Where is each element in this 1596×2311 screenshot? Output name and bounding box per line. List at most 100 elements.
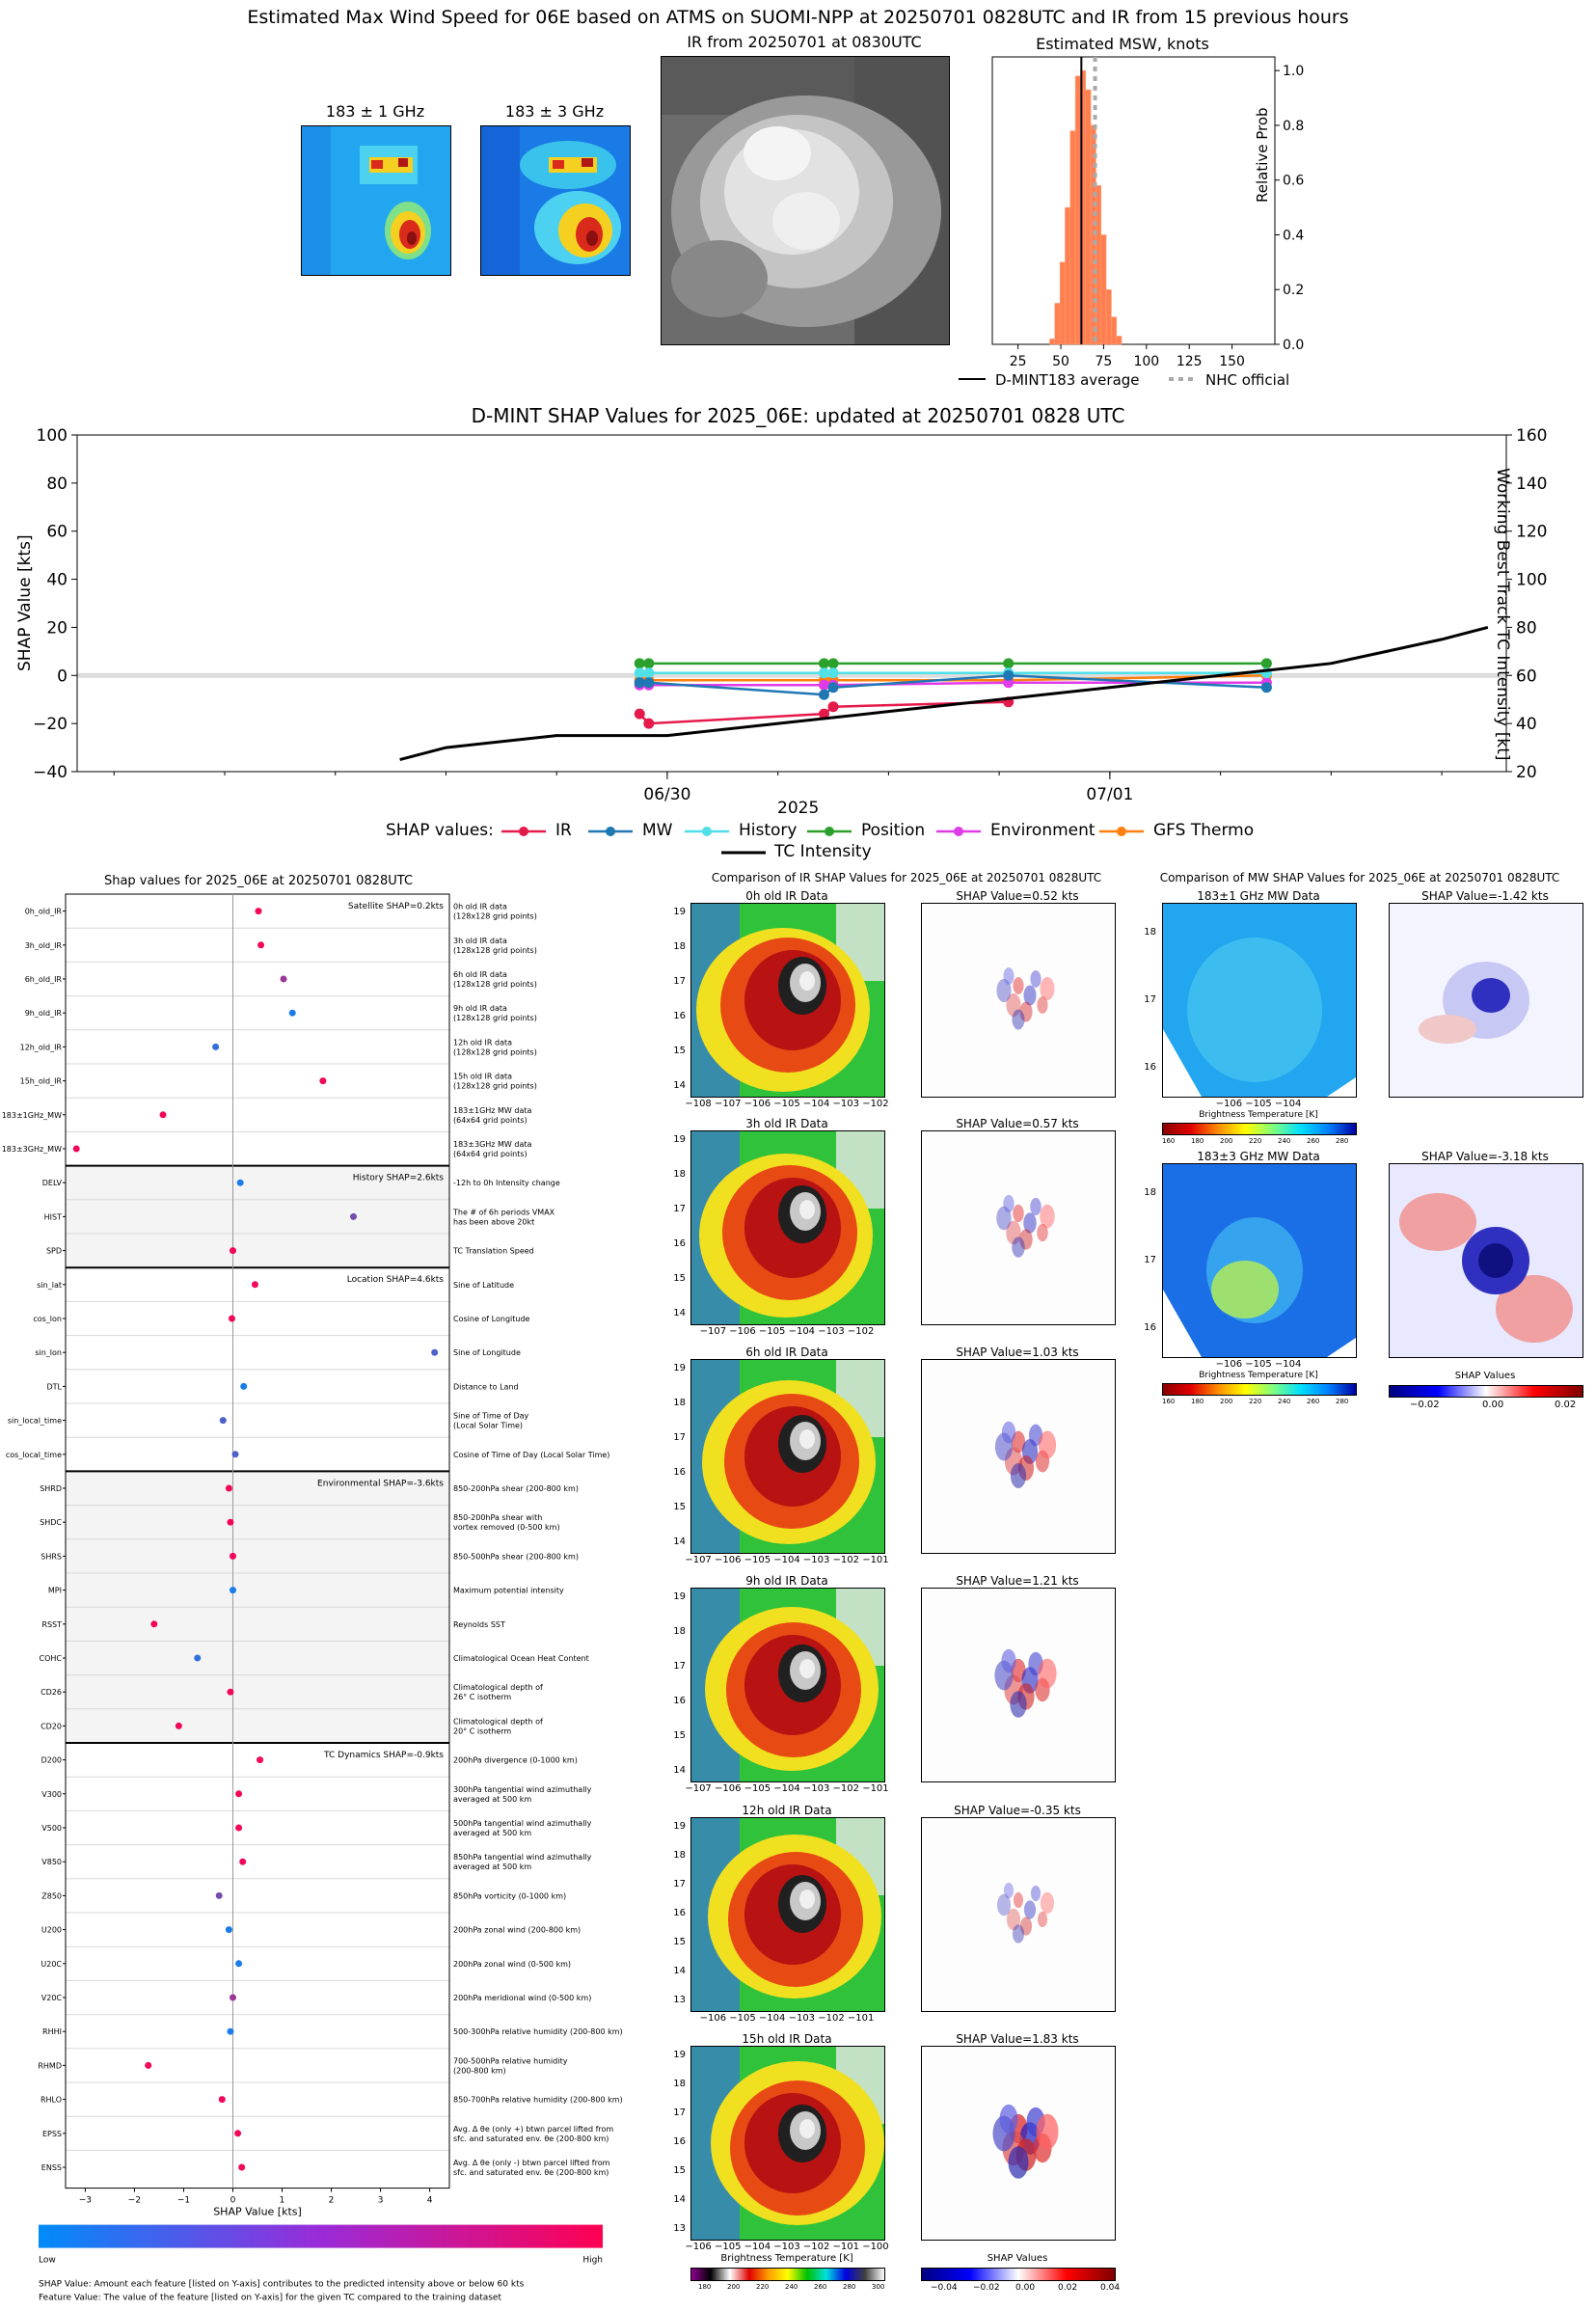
feature-description: Cosine of Longitude	[453, 1315, 530, 1323]
ir-row-label: 0h old IR Data	[745, 889, 828, 903]
feature-description: sfc. and saturated env. θe (200-800 km)	[453, 2134, 609, 2143]
shap-dot-SPD	[229, 1247, 236, 1255]
ir-row-image	[690, 1817, 885, 2012]
group-label: Environmental SHAP=-3.6kts	[317, 1479, 444, 1488]
feature-xtick-label: 3	[378, 2196, 384, 2206]
ts-ytick-left-label: 40	[46, 571, 68, 590]
ir-row-ytick: 16	[673, 1696, 686, 1706]
hist-ytick-label: 0.2	[1283, 283, 1304, 298]
mw-bt-colorbar	[1162, 1123, 1357, 1135]
mw-bt-colorbar	[1162, 1383, 1357, 1396]
shap-dot-EPSS	[234, 2130, 242, 2137]
ts-ytick-right-label: 20	[1516, 763, 1537, 782]
feature-description: 700-500hPa relative humidity	[453, 2056, 568, 2065]
legend-title: SHAP values:	[386, 821, 494, 840]
ts-point-mw	[1260, 682, 1272, 693]
feature-name: SHDC	[40, 1518, 62, 1527]
shap-dot-Z850	[215, 1891, 223, 1899]
feature-name: CD26	[41, 1688, 62, 1697]
ir-row-ytick: 17	[673, 976, 686, 987]
ir-row-shap-label: SHAP Value=0.57 kts	[956, 1117, 1079, 1130]
hist-title: Estimated MSW, knots	[1036, 35, 1209, 53]
mw-bt-cbar-tick: 240	[1278, 1398, 1291, 1405]
ir-row-xticks: −108 −107 −106 −105 −104 −103 −102	[685, 1099, 889, 1109]
legend-marker-position	[825, 827, 834, 836]
mw-bt-cbar-tick: 280	[1336, 1398, 1349, 1405]
ir-title: IR from 20250701 at 0830UTC	[687, 33, 922, 51]
mw-bt-cbar-label: Brightness Temperature [K]	[1199, 1110, 1318, 1120]
ts-point-mw	[643, 677, 655, 689]
hist-xtick-label: 25	[1010, 354, 1027, 369]
feature-description: Sine of Latitude	[453, 1281, 514, 1290]
shap-dot-COHC	[194, 1654, 202, 1662]
feature-description: (128x128 grid points)	[453, 912, 537, 921]
hist-axes-frame	[991, 56, 1276, 345]
mw-bt-cbar-tick: 160	[1162, 1137, 1176, 1145]
ir-row-shap-label: SHAP Value=1.83 kts	[956, 2032, 1079, 2046]
ir-bt-cbar-tick: 300	[872, 2283, 885, 2291]
ts-xtick-label: 06/30	[643, 785, 690, 804]
shap-dot-RSST	[150, 1620, 158, 1628]
mw-bt-cbar-tick: 180	[1191, 1398, 1204, 1405]
mw-bt-cbar-tick: 240	[1278, 1137, 1291, 1145]
feature-description: (Local Solar Time)	[453, 1422, 523, 1430]
ts-axes-frame	[76, 434, 1507, 773]
ts-point-mw	[634, 677, 645, 689]
feature-name: CD20	[41, 1722, 62, 1730]
ir-row-xticks: −107 −106 −105 −104 −103 −102 −101	[685, 1783, 889, 1794]
shap-dot-sin_local_time	[219, 1417, 227, 1425]
shap-timeseries-chart: 100 80 60 40 20 0 −20 −40 160 140 120 100 80 60 40 20 06…	[33, 426, 1547, 804]
ts-point-history	[818, 667, 829, 679]
hist-ytick-label: 1.0	[1283, 64, 1304, 79]
ir-row-label: 6h old IR Data	[745, 1346, 828, 1359]
ir-row-shap-label: SHAP Value=1.21 kts	[956, 1574, 1079, 1588]
feature-xtick-label: −3	[79, 2196, 92, 2206]
feature-name: 15h_old_IR	[20, 1077, 63, 1086]
legend-mw: MW	[642, 821, 673, 840]
ts-ylabel-right: Working Best Track TC Intensity [kt]	[1493, 468, 1512, 761]
ts-ytick-left-label: 20	[46, 618, 68, 638]
shap-dot-183±1GHz_MW	[159, 1111, 167, 1119]
ir-row-shap-label: SHAP Value=-0.35 kts	[954, 1804, 1081, 1817]
mw-row-shap-label: SHAP Value=-1.42 kts	[1421, 889, 1549, 903]
feature-description: 500hPa tangential wind azimuthally	[453, 1819, 592, 1828]
ir-row-ytick: 14	[673, 1966, 686, 1976]
shap-dot-sin_lat	[251, 1281, 258, 1289]
hist-ytick-label: 0.6	[1283, 174, 1304, 189]
legend-marker-gfs	[1117, 827, 1126, 836]
shap-dot-RHLO	[218, 2096, 226, 2104]
ts-point-mw	[1003, 669, 1014, 681]
feature-xtick-label: −1	[177, 2196, 190, 2206]
ir-row-ytick: 14	[673, 1536, 686, 1547]
hist-ytick-label: 0.8	[1283, 119, 1304, 134]
ir-row-ytick: 17	[673, 1204, 686, 1214]
shap-dot-V300	[235, 1790, 243, 1798]
ir-bt-cbar-tick: 180	[698, 2283, 712, 2291]
shap-dot-cos_local_time	[231, 1451, 239, 1458]
legend-marker-mw	[606, 827, 615, 836]
ir-row-ytick: 18	[673, 941, 686, 952]
ts-point-history	[634, 667, 645, 679]
ts-point-position	[1003, 658, 1014, 669]
ir-bt-cbar-tick: 200	[727, 2283, 741, 2291]
hist-bar	[1105, 288, 1112, 345]
feature-description: Distance to Land	[453, 1382, 519, 1391]
feature-name: sin_lat	[37, 1281, 62, 1290]
legend-marker-environment	[954, 827, 963, 836]
ts-xtick-label: 07/01	[1086, 785, 1133, 804]
feature-name: SHRD	[40, 1484, 62, 1493]
ts-ytick-right-label: 80	[1516, 618, 1537, 638]
mw-row-ytick: 16	[1144, 1322, 1156, 1333]
feature-description: The # of 6h periods VMAX	[452, 1208, 555, 1216]
ts-legend: SHAP values: IR MW History Position Envi…	[386, 818, 1254, 864]
feature-description: (128x128 grid points)	[453, 946, 537, 955]
feature-name: V300	[41, 1790, 62, 1799]
ts-line-tc-intensity	[399, 625, 1489, 761]
hist-bar	[1116, 336, 1123, 345]
ts-ytick-left-label: 100	[37, 426, 68, 446]
ir-row-shap-image	[921, 2046, 1116, 2241]
ir-row-ytick: 16	[673, 2136, 686, 2147]
feature-xtick-label: 2	[329, 2196, 335, 2206]
shap-dot-DELV	[236, 1179, 244, 1186]
feature-description: 183±1GHz MW data	[453, 1106, 531, 1115]
